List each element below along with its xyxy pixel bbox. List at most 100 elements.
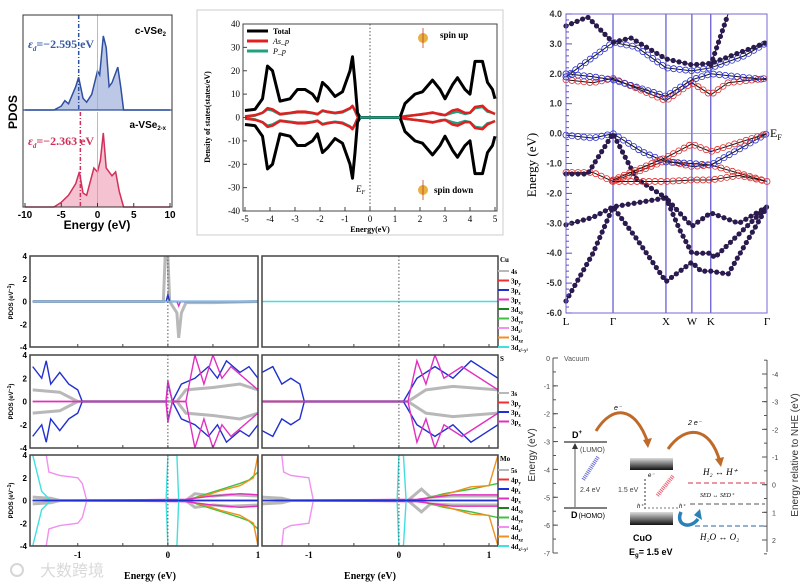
legend-label: 4pz — [511, 486, 521, 496]
band-marker — [609, 176, 617, 184]
cuo-energy-diagram-panel: 0 -1 -2 -3 -4 -5 -6 -7 -4 -3 -2 -1 0 1 2 Vacuum Energy… — [527, 356, 801, 559]
band-marker — [686, 141, 693, 149]
donor-homo-label: D(HOMO) — [571, 510, 605, 520]
c-vse2-label: c-VSe2 — [135, 26, 167, 38]
band-marker — [762, 206, 768, 212]
cuo-gap-label: 1.5 eV — [618, 487, 639, 494]
legend-base: 3p — [511, 297, 519, 305]
right-tick-label: 2 — [772, 538, 776, 545]
band-marker — [700, 250, 706, 256]
band-marker — [580, 217, 586, 223]
band-marker — [686, 244, 692, 250]
legend-sub: z² — [518, 528, 522, 534]
dos-total-down — [244, 116, 497, 180]
pdos-subplot-frame — [261, 454, 499, 547]
band-marker — [739, 48, 746, 55]
band-marker — [671, 86, 679, 94]
band-marker — [649, 47, 655, 53]
pdos-y-axis-label: PDOS (eV−1) — [7, 284, 15, 320]
band-marker — [725, 271, 731, 277]
y-tick-label: -6.0 — [546, 308, 562, 318]
ylabel-text: PDOS (eV — [9, 490, 15, 518]
pdos-orbital-curve — [262, 499, 498, 546]
legend-base: 3d — [511, 344, 519, 352]
band-marker — [626, 225, 632, 231]
band-marker — [595, 154, 602, 160]
band-marker — [682, 80, 689, 88]
y-tick-label: 2.0 — [549, 69, 562, 79]
ylabel-text: PDOS (eV — [9, 291, 15, 319]
band-marker — [594, 240, 600, 246]
band-marker — [614, 138, 620, 144]
legend-base: 4d — [511, 515, 519, 523]
spin-dos-y-label: Density of states(states/eV) — [203, 71, 212, 163]
pdos-orbital-curve — [262, 500, 315, 546]
pdos-orbital-curve — [32, 499, 258, 546]
band-marker — [640, 245, 646, 251]
band-marker — [740, 227, 746, 233]
band-marker — [599, 149, 605, 155]
band-marker — [688, 260, 694, 266]
legend-base: 4p — [511, 477, 519, 485]
x-tick-label: -2 — [316, 214, 324, 224]
legend-base: 3p — [511, 409, 519, 417]
orbital-x-label-left: Energy (eV) — [124, 571, 176, 582]
band-marker — [734, 51, 740, 57]
x-tick-label: 1 — [393, 214, 398, 224]
pdos-orbital-curve — [262, 455, 498, 502]
band-line — [710, 13, 729, 65]
band-marker — [717, 33, 724, 40]
k-point-label: Γ — [764, 316, 770, 328]
band-marker — [680, 144, 688, 152]
pdos-s-right-curves — [262, 355, 498, 448]
band-marker — [629, 230, 635, 236]
band-marker — [734, 255, 740, 261]
band-marker — [749, 218, 755, 225]
x-tick-label: 0 — [166, 550, 171, 560]
band-marker — [592, 170, 600, 178]
band-marker — [659, 53, 665, 60]
band-marker — [712, 50, 718, 57]
band-marker — [719, 28, 725, 34]
hole-consumption-arrow — [677, 511, 700, 527]
pdos-orbital-curve — [32, 382, 258, 403]
ylabel-superscript: −1 — [7, 484, 13, 490]
band-marker — [653, 157, 661, 165]
band-marker — [566, 293, 572, 299]
hole-label-1: h⁺ — [637, 503, 644, 510]
band-marker — [737, 250, 743, 256]
band-marker — [593, 23, 600, 29]
legend-label: 4s — [511, 268, 518, 276]
legend-label: 4px — [511, 496, 521, 506]
legend-label: 4dxy — [511, 505, 524, 515]
band-marker — [572, 282, 578, 288]
legend-base: 3p — [511, 400, 519, 408]
band-marker — [633, 38, 639, 44]
band-marker — [686, 220, 692, 226]
band-marker — [581, 171, 587, 177]
legend-label: 3dyz — [511, 316, 524, 326]
k-point-label: Γ — [610, 316, 616, 328]
pdos-orbital-curve — [262, 499, 498, 514]
band-marker — [715, 157, 723, 164]
band-marker — [748, 213, 754, 219]
legend-base: 4d — [511, 505, 519, 513]
y-tick-label: 10 — [231, 89, 241, 99]
legend-sub: y — [518, 482, 521, 487]
band-marker — [664, 56, 670, 62]
pdos-orbital-curve — [262, 400, 498, 448]
band-marker — [708, 268, 714, 274]
band-marker — [690, 222, 696, 229]
band-marker — [611, 39, 617, 45]
element-label: S — [500, 355, 504, 363]
band-marker — [635, 146, 643, 154]
band-marker — [757, 210, 764, 216]
x-tick-label: 5 — [131, 210, 137, 221]
cuo-valence-band — [630, 512, 673, 525]
band-line — [665, 197, 768, 259]
band-marker — [589, 19, 595, 25]
band-marker — [648, 185, 655, 192]
band-marker — [626, 169, 633, 177]
pdos-curve — [25, 35, 170, 111]
